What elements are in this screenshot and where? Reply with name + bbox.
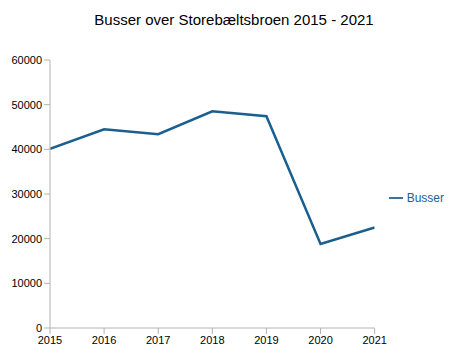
svg-text:50000: 50000 [11, 99, 42, 111]
svg-text:2016: 2016 [92, 334, 116, 346]
svg-text:2020: 2020 [308, 334, 332, 346]
svg-text:2018: 2018 [200, 334, 224, 346]
svg-text:60000: 60000 [11, 54, 42, 66]
svg-text:2019: 2019 [254, 334, 278, 346]
svg-text:30000: 30000 [11, 188, 42, 200]
html-text:Busser: Busser [406, 190, 444, 205]
svg-text:0: 0 [36, 322, 42, 334]
svg-text:40000: 40000 [11, 143, 42, 155]
svg-text:2017: 2017 [146, 334, 170, 346]
svg-text:2021: 2021 [362, 334, 386, 346]
svg-text:10000: 10000 [11, 277, 42, 289]
html-text:Busser over Storebæltsbroen 20: Busser over Storebæltsbroen 2015 - 2021 [94, 11, 374, 28]
svg-text:2015: 2015 [38, 334, 62, 346]
svg-text:20000: 20000 [11, 233, 42, 245]
